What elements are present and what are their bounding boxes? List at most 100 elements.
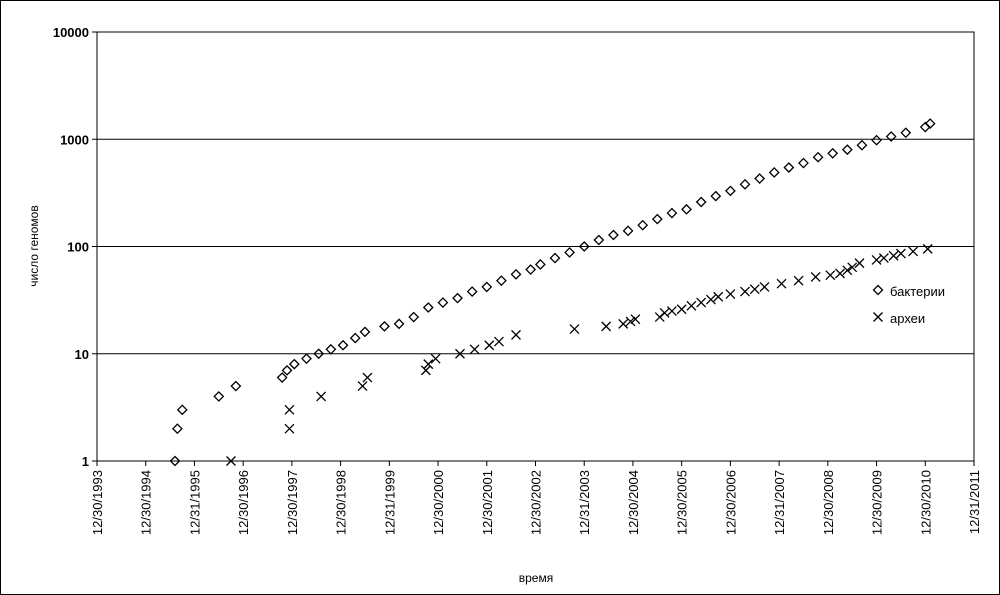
y-tick-label: 10000: [53, 25, 89, 40]
x-tick-label: 12/30/2010: [918, 470, 933, 535]
bacteria-point: [900, 127, 912, 139]
bacteria-point: [281, 364, 293, 376]
legend: бактерии археи: [872, 284, 945, 326]
archaea-point: [725, 289, 736, 300]
bacteria-point: [481, 281, 493, 293]
archaea-point: [810, 271, 821, 282]
bacteria-point: [422, 302, 434, 313]
bacteria-point: [564, 247, 576, 258]
bacteria-point: [841, 144, 853, 156]
archaea-point: [659, 308, 670, 318]
archaea-point: [284, 423, 295, 434]
bacteria-point: [856, 139, 868, 151]
archaea-point: [226, 456, 236, 466]
archaea-point: [835, 268, 845, 279]
bacteria-point: [359, 326, 371, 338]
x-tick-label: 12/30/2006: [723, 470, 738, 535]
x-tick-label: 12/31/2003: [577, 470, 592, 535]
x-tick-label: 12/30/2002: [529, 470, 544, 535]
archaea-point: [493, 336, 504, 347]
x-tick-label: 12/31/1995: [187, 470, 202, 535]
y-tick-label: 1000: [60, 132, 89, 147]
archaea-point: [759, 281, 770, 292]
archaea-point: [842, 265, 853, 276]
x-tick-label: 12/30/1993: [90, 470, 105, 535]
x-tick-label: 12/31/2007: [772, 470, 787, 535]
archaea-point: [430, 353, 441, 364]
archaea-point: [878, 253, 889, 264]
bacteria-point: [798, 157, 809, 169]
bacteria-point: [495, 275, 507, 287]
archaea-point: [362, 372, 373, 383]
bacteria-point: [578, 241, 590, 252]
bacteria-point: [924, 118, 936, 129]
bacteria-point: [276, 372, 288, 383]
archaea-point: [713, 291, 724, 302]
bacteria-point: [525, 264, 537, 275]
x-tick-label: 12/30/2001: [480, 470, 495, 535]
archaea-point: [696, 297, 707, 308]
archaea-point: [895, 248, 906, 259]
bacteria-point: [651, 213, 663, 225]
bacteria-point: [812, 151, 824, 163]
archaea-point: [908, 246, 919, 257]
legend-label-bacteria: бактерии: [890, 284, 945, 299]
archaea-point: [793, 275, 804, 286]
bacteria-point: [783, 162, 795, 173]
bacteria-point: [466, 286, 478, 297]
bacteria-point: [608, 229, 619, 241]
archaea-point: [630, 314, 641, 325]
archaea-point: [316, 391, 327, 402]
y-axis-label: число геномов: [27, 205, 41, 287]
y-tick-label: 10: [75, 347, 89, 362]
bacteria-point: [325, 343, 337, 355]
x-tick-label: 12/30/2004: [626, 470, 641, 535]
x-tick-label: 12/30/2009: [870, 470, 885, 535]
legend-marker-bacteria: [872, 284, 884, 296]
bacteria-point: [408, 311, 420, 323]
archaea-point: [423, 359, 434, 370]
archaea-point: [871, 254, 882, 265]
x-axis-ticks: 12/30/1993 12/30/1994 12/31/1995 12/30/1996…: [90, 461, 982, 535]
archaea-point: [601, 321, 612, 332]
bacteria-point: [171, 423, 183, 435]
bacteria-point: [827, 147, 839, 159]
bacteria-point: [393, 318, 405, 330]
archaea-point: [357, 381, 368, 391]
legend-marker-archaea: [873, 312, 883, 322]
x-tick-label: 12/30/1997: [285, 470, 300, 535]
bacteria-point: [337, 339, 349, 351]
archaea-point: [686, 300, 697, 311]
bacteria-point: [379, 320, 390, 332]
legend-label-archaea: археи: [890, 311, 925, 326]
bacteria-point: [637, 219, 649, 231]
bacteria-point: [288, 358, 300, 370]
x-tick-label: 12/30/2000: [431, 470, 446, 535]
bacteria-point: [534, 259, 546, 270]
x-tick-label: 12/30/2008: [821, 470, 836, 535]
archaea-point: [511, 329, 521, 340]
bacteria-point: [622, 225, 634, 237]
archaea-point: [847, 262, 858, 273]
x-tick-label: 12/30/1998: [334, 470, 349, 535]
archaea-point: [469, 344, 480, 355]
x-tick-label: 12/30/2005: [675, 470, 690, 535]
bacteria-point: [301, 353, 312, 365]
bacteria-point: [754, 173, 766, 184]
data-points: [169, 118, 936, 467]
bacteria-point: [176, 404, 188, 416]
bacteria-point: [437, 297, 449, 308]
bacteria-point: [724, 185, 736, 197]
archaea-point: [922, 243, 933, 254]
legend-cross-icon: [873, 312, 883, 322]
archaea-point: [284, 404, 295, 415]
archaea-point: [705, 294, 716, 305]
bacteria-point: [313, 348, 325, 360]
bacteria-point: [885, 131, 897, 142]
bacteria-point: [666, 207, 678, 219]
archaea-point: [666, 306, 677, 317]
legend-diamond-icon: [872, 284, 884, 296]
archaea-point: [625, 316, 636, 327]
bacteria-point: [213, 391, 225, 402]
